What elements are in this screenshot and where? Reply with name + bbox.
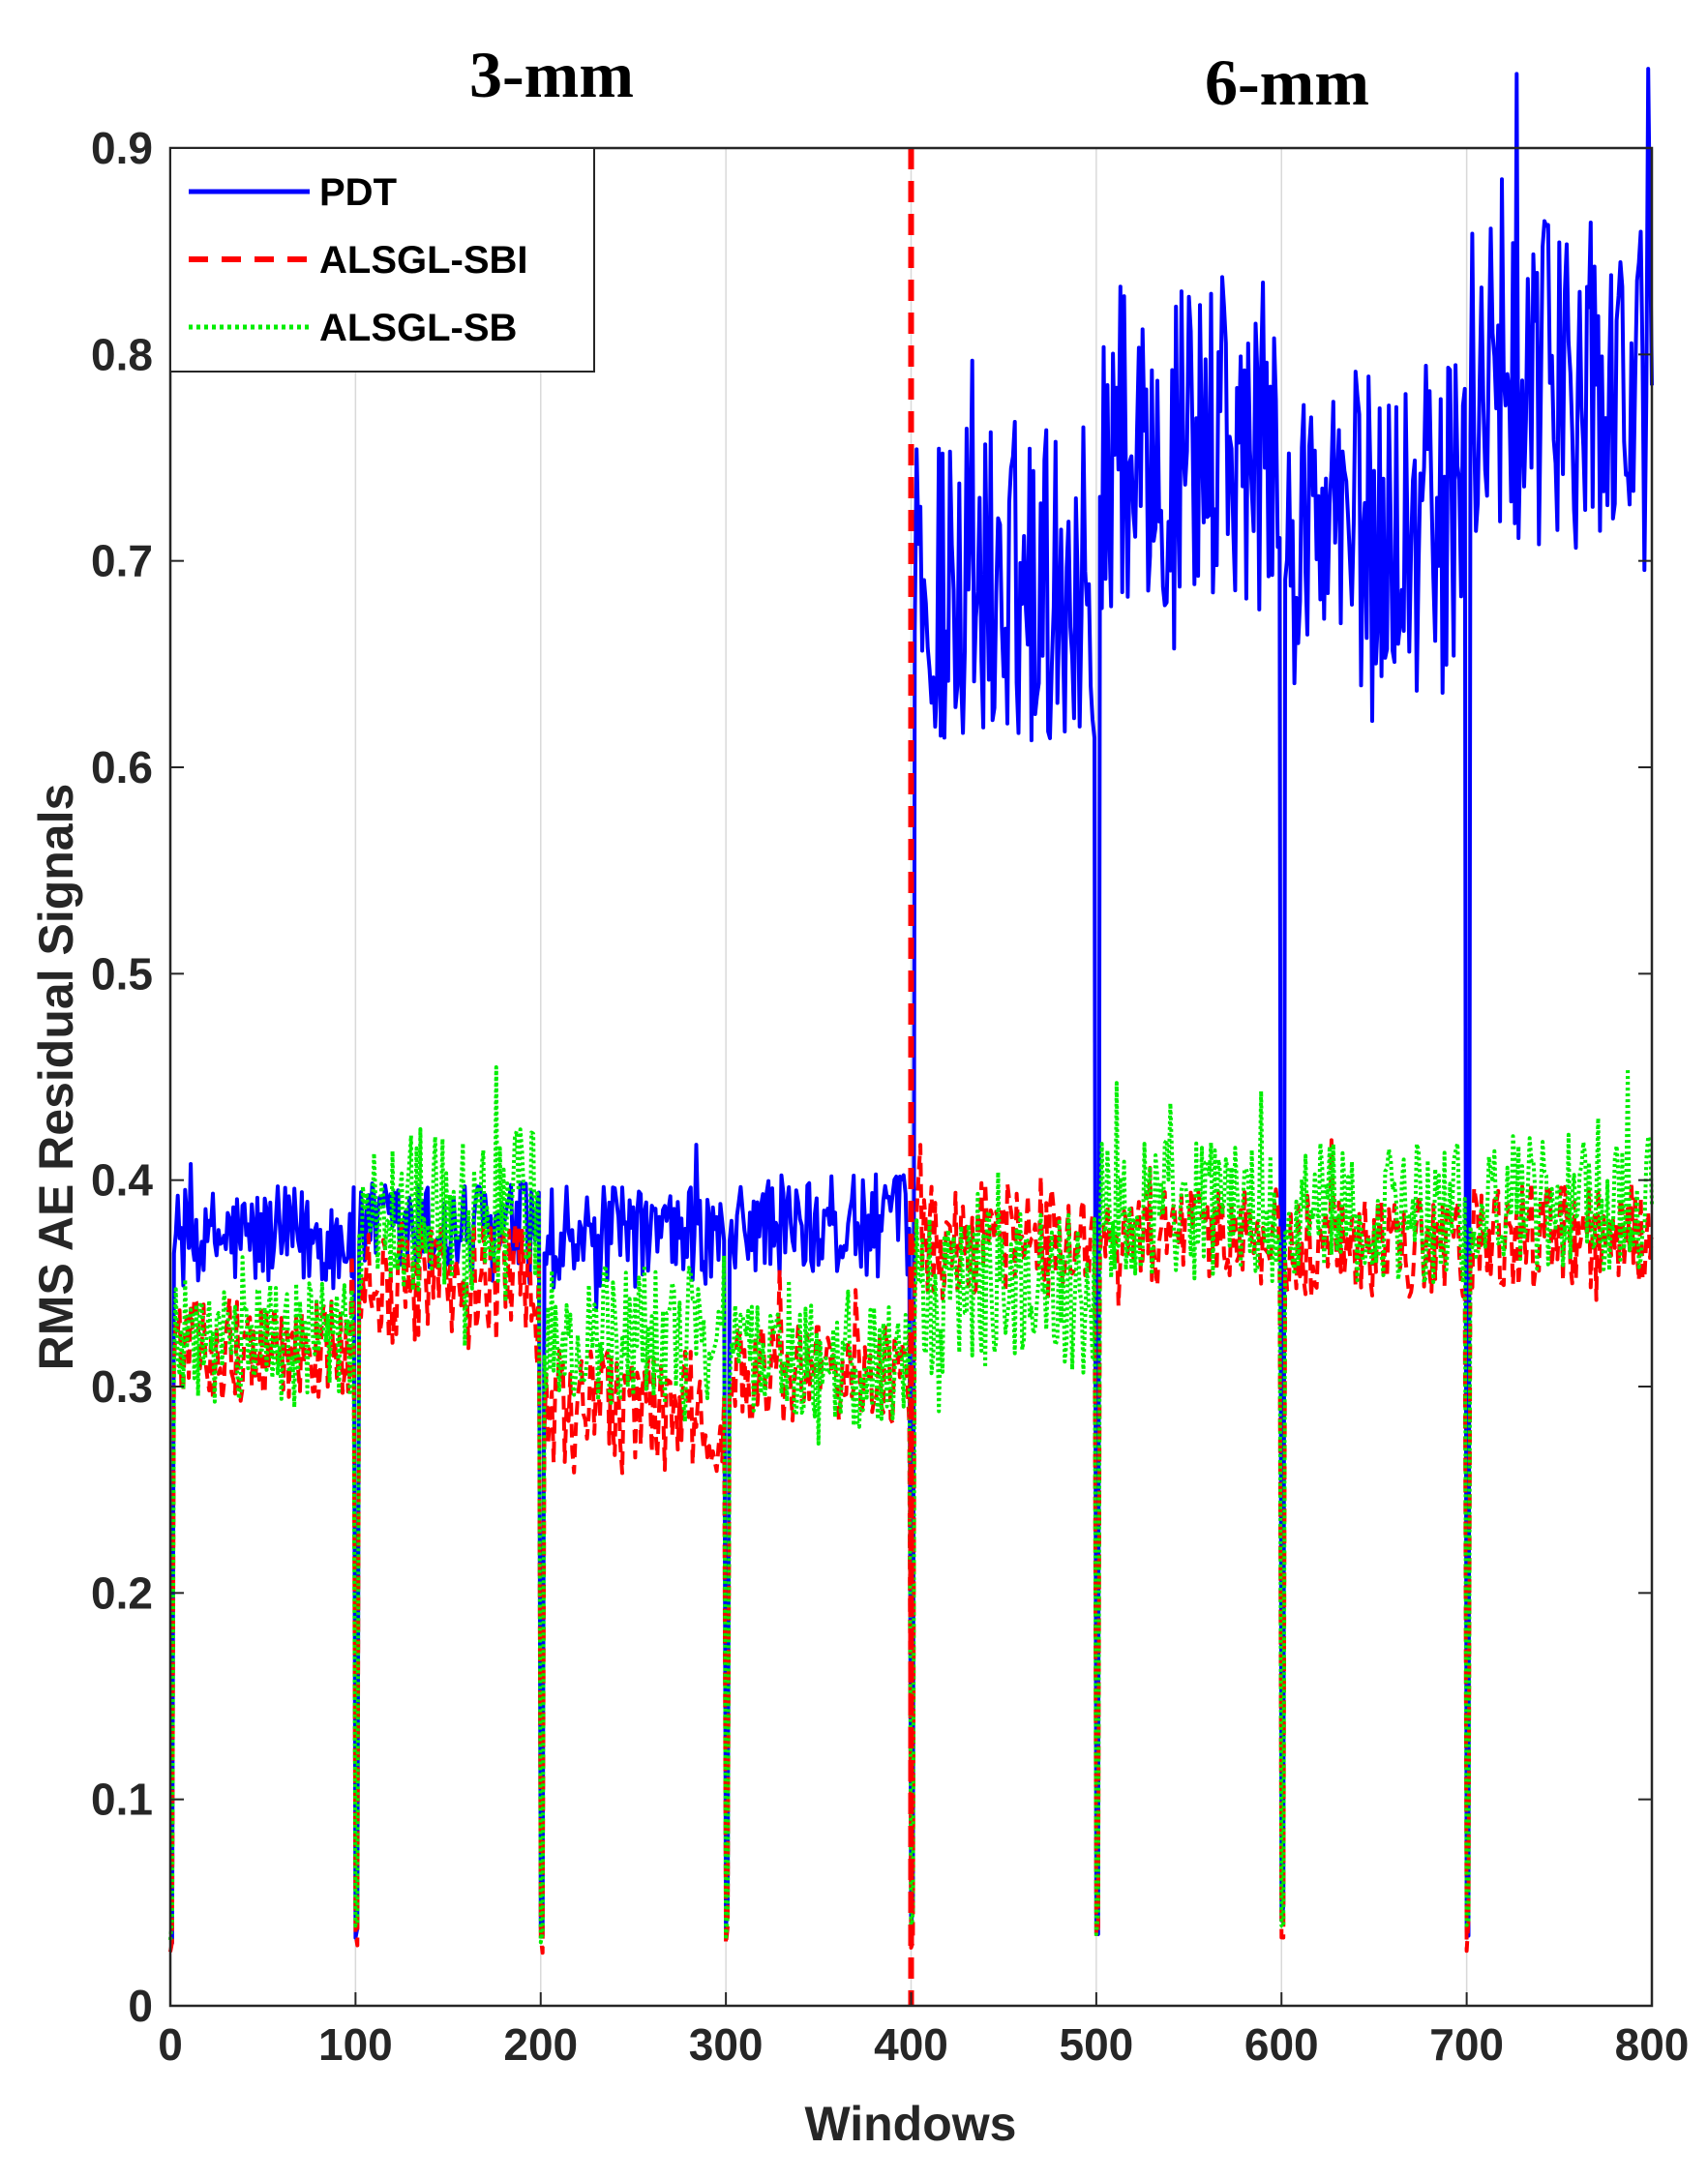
x-tick-label: 100 — [318, 2019, 393, 2070]
x-tick-label: 400 — [874, 2019, 948, 2070]
x-tick-label: 0 — [158, 2019, 183, 2070]
legend-label-pdt: PDT — [319, 171, 397, 214]
y-tick-label: 0.7 — [91, 536, 153, 586]
y-tick-label: 0.6 — [91, 742, 153, 792]
y-tick-label: 0.3 — [91, 1361, 153, 1412]
y-tick-label: 0.8 — [91, 329, 153, 379]
y-tick-label: 0.9 — [91, 123, 153, 173]
region-label-3mm: 3-mm — [469, 38, 634, 111]
x-tick-label: 800 — [1615, 2019, 1690, 2070]
x-axis-title: Windows — [805, 2097, 1017, 2151]
x-tick-label: 500 — [1060, 2019, 1134, 2070]
region-label-6mm: 6-mm — [1205, 45, 1369, 119]
legend: PDT ALSGL-SBI ALSGL-SB — [169, 147, 595, 373]
legend-label-alsgl-sbi: ALSGL-SBI — [319, 239, 528, 282]
y-axis-title: RMS AE Residual Signals — [29, 784, 83, 1371]
x-tick-label: 300 — [689, 2019, 764, 2070]
x-tick-label: 700 — [1429, 2019, 1504, 2070]
series-line-alsgl-sbi — [168, 1138, 1654, 1955]
y-tick-label: 0.2 — [91, 1567, 153, 1618]
ticks-layer: 0 100 200 300 400 500 600 700 800 0 0.1 0.2 0.3 0.4 0.… — [91, 123, 1689, 2070]
x-tick-label: 200 — [503, 2019, 578, 2070]
y-tick-label: 0.4 — [91, 1155, 153, 1206]
y-tick-label: 0 — [128, 1981, 153, 2031]
x-tick-label: 600 — [1244, 2019, 1319, 2070]
legend-label-alsgl-sb: ALSGL-SB — [319, 307, 517, 349]
y-tick-label: 0.1 — [91, 1775, 153, 1825]
y-tick-label: 0.5 — [91, 948, 153, 999]
